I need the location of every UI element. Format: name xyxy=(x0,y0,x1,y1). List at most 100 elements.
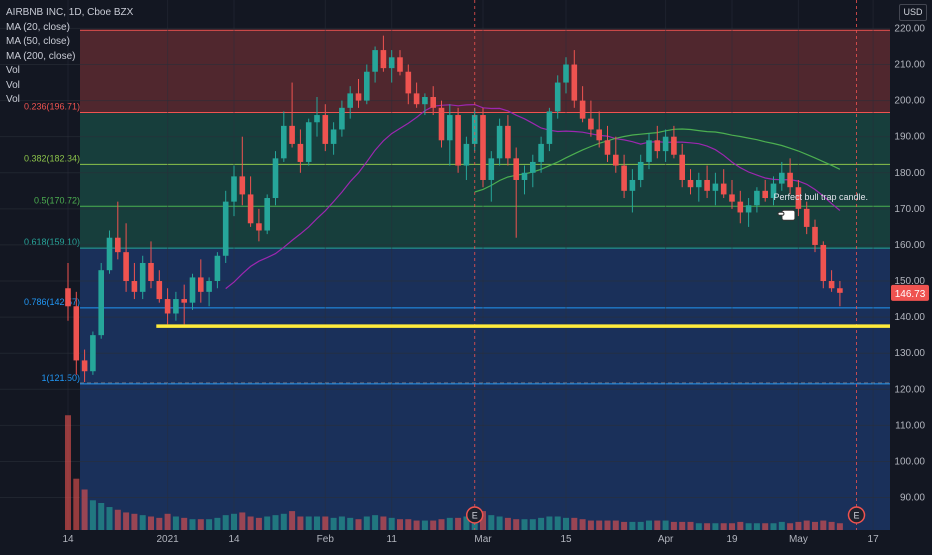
volume-bar xyxy=(513,519,520,530)
candle-body xyxy=(297,143,304,162)
x-tick-label: 14 xyxy=(62,534,74,545)
candle-body xyxy=(131,281,138,292)
x-tick-label: 11 xyxy=(387,534,398,545)
volume-bar xyxy=(189,519,196,530)
legend-row-vol-1[interactable]: Vol xyxy=(6,65,20,76)
volume-bar xyxy=(687,521,694,530)
fib-band-top xyxy=(80,30,890,113)
volume-bar xyxy=(455,517,462,530)
volume-bar xyxy=(646,520,652,530)
volume-bar xyxy=(836,523,843,530)
candle-body xyxy=(339,107,345,130)
volume-bar xyxy=(106,507,113,530)
volume-bar xyxy=(753,523,760,530)
volume-bar xyxy=(206,519,213,530)
candle-body xyxy=(314,115,320,123)
volume-bar xyxy=(289,511,296,530)
candle-body xyxy=(73,306,80,361)
candle-body xyxy=(388,57,395,69)
volume-bar xyxy=(197,519,204,530)
candle-body xyxy=(139,262,146,292)
y-tick-label: 220.00 xyxy=(894,23,925,34)
volume-bar xyxy=(787,523,794,530)
fib-label-0.786: 0.786(142.57) xyxy=(24,297,80,307)
volume-bar xyxy=(778,521,785,530)
candle-body xyxy=(90,335,96,372)
volume-bar xyxy=(164,513,171,530)
candle-body xyxy=(247,194,254,224)
volume-bar xyxy=(729,523,735,530)
candle-body xyxy=(588,118,594,130)
candle-body xyxy=(820,244,827,282)
candle-body xyxy=(837,288,843,293)
legend-row-vol-3[interactable]: Vol xyxy=(6,94,20,105)
candle-body xyxy=(745,205,752,213)
volume-bar xyxy=(355,519,362,530)
legend-row-vol-2[interactable]: Vol xyxy=(6,79,20,91)
y-tick-label: 170.00 xyxy=(894,204,925,215)
volume-bar xyxy=(679,521,686,530)
legend-row-ma50[interactable]: MA (50, close) xyxy=(6,36,70,47)
candle-body xyxy=(546,111,553,144)
earnings-marker xyxy=(847,506,866,524)
candle-body xyxy=(654,140,661,152)
candle-body xyxy=(554,82,561,112)
earnings-label: E xyxy=(472,511,478,521)
candle-body xyxy=(762,190,768,199)
pointing-hand-icon xyxy=(777,209,796,221)
candle-body xyxy=(563,64,569,83)
y-tick-label: 160.00 xyxy=(894,240,925,251)
symbol-title[interactable]: AIRBNB INC, 1D, Cboe BZX xyxy=(6,7,134,18)
y-tick-label: 210.00 xyxy=(894,60,925,71)
volume-bar xyxy=(98,503,105,530)
candle-body xyxy=(828,281,835,289)
y-tick-label: 180.00 xyxy=(894,168,925,179)
x-tick-label: Mar xyxy=(474,534,492,545)
volume-bar xyxy=(372,515,379,530)
candle-body xyxy=(413,93,420,105)
candle-body xyxy=(795,187,802,209)
volume-bar xyxy=(297,516,304,530)
candle-body xyxy=(355,93,362,101)
y-tick-label: 120.00 xyxy=(894,384,925,395)
candle-body xyxy=(596,129,602,141)
volume-bar xyxy=(73,478,80,530)
y-tick-label: 150.00 xyxy=(894,276,925,287)
candle-body xyxy=(405,71,412,94)
candle-body xyxy=(463,143,470,166)
candle-body xyxy=(364,71,370,101)
legend-row-ma20[interactable]: MA (20, close) xyxy=(6,21,70,33)
candle-body xyxy=(181,299,187,303)
volume-bar xyxy=(65,415,71,530)
volume-bar xyxy=(380,516,387,530)
candle-body xyxy=(256,223,262,231)
volume-bar xyxy=(795,521,802,530)
last-price-label: 146.73 xyxy=(895,289,926,300)
candle-body xyxy=(779,172,785,184)
candle-body xyxy=(496,125,503,159)
volume-bar xyxy=(446,517,453,530)
fib-label-0.5: 0.5(170.72) xyxy=(34,195,80,205)
volume-bar xyxy=(255,517,262,530)
candle-body xyxy=(737,201,744,213)
candle-body xyxy=(156,281,163,300)
volume-bar xyxy=(314,516,320,530)
volume-bar xyxy=(662,520,669,530)
volume-bar xyxy=(812,521,818,530)
candle-body xyxy=(330,129,337,144)
volume-bar xyxy=(596,520,603,530)
currency-button[interactable]: USD xyxy=(899,4,927,21)
volume-bar xyxy=(579,519,586,530)
x-tick-label: May xyxy=(789,534,808,545)
fib-band-0.5 xyxy=(80,206,890,249)
candle-body xyxy=(372,50,378,72)
candle-body xyxy=(239,176,246,195)
volume-bar xyxy=(430,520,437,530)
volume-bar xyxy=(239,512,246,530)
volume-bar xyxy=(330,517,337,530)
fib-label-1: 1(121.50) xyxy=(41,373,80,383)
volume-bar xyxy=(405,519,412,530)
legend-row-ma200[interactable]: MA (200, close) xyxy=(6,50,76,62)
